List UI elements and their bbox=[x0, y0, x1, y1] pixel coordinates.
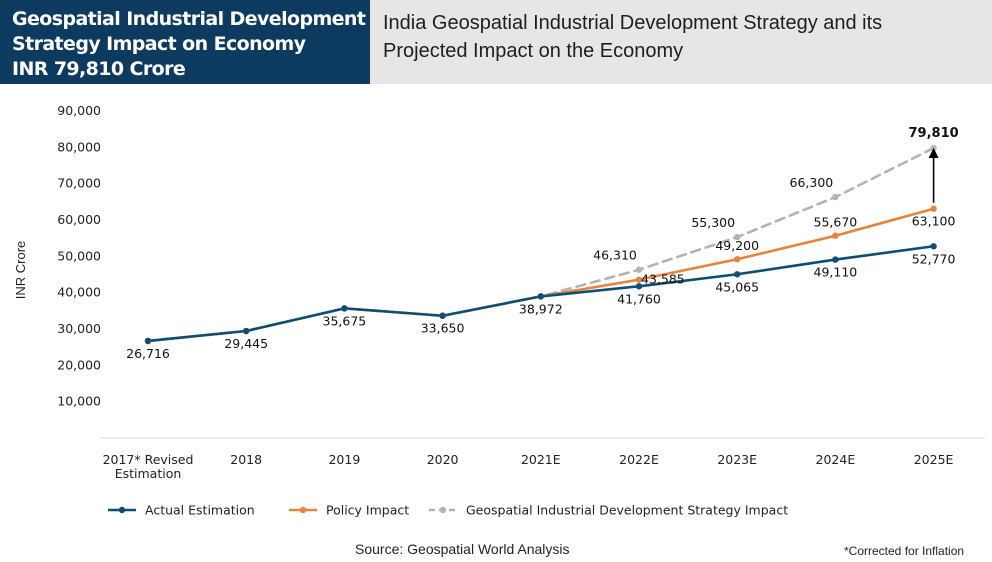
y-axis-label: INR Crore bbox=[13, 241, 28, 300]
x-tick-label-line: 2020 bbox=[427, 452, 459, 467]
x-tick-label-line: 2018 bbox=[230, 452, 262, 467]
data-point-strategy bbox=[832, 193, 839, 201]
header-title-panel: Geospatial Industrial Development Strate… bbox=[0, 0, 370, 84]
data-point-strategy bbox=[734, 233, 741, 241]
x-tick-label: 2025E bbox=[914, 452, 954, 467]
data-labels: 26,716 29,445 35,675 33,650 38,972 41,760 45,0… bbox=[126, 126, 959, 361]
data-label: 46,310 bbox=[593, 248, 637, 263]
y-tick-label: 40,000 bbox=[57, 285, 101, 300]
data-point-actual bbox=[341, 305, 348, 312]
source-note: Source: Geospatial World Analysis bbox=[355, 541, 570, 557]
y-tick-label: 80,000 bbox=[57, 139, 101, 154]
data-label: 45,065 bbox=[715, 279, 759, 294]
legend-item-policy: Policy Impact bbox=[289, 503, 409, 518]
x-tick-label-line: 2019 bbox=[328, 452, 360, 467]
data-label: 33,650 bbox=[421, 321, 465, 336]
legend-label: Geospatial Industrial Development Strate… bbox=[466, 503, 788, 518]
data-point-policy bbox=[734, 256, 741, 263]
data-label: 63,100 bbox=[912, 214, 956, 229]
data-label: 55,670 bbox=[814, 215, 858, 230]
data-label: 29,445 bbox=[224, 336, 268, 351]
legend-item-strategy: Geospatial Industrial Development Strate… bbox=[429, 503, 788, 518]
y-tick-label: 90,000 bbox=[57, 103, 101, 118]
y-tick-label: 70,000 bbox=[57, 176, 101, 191]
data-point-actual bbox=[439, 312, 446, 319]
x-tick-label-line: 2021E bbox=[521, 452, 561, 467]
data-label: 26,716 bbox=[126, 346, 170, 361]
data-label: 79,810 bbox=[909, 126, 959, 141]
x-tick-label: 2022E bbox=[619, 452, 659, 467]
data-label: 66,300 bbox=[790, 175, 834, 190]
x-tick-label-line: 2023E bbox=[717, 452, 757, 467]
legend-label: Policy Impact bbox=[326, 503, 409, 518]
x-tick-label: 2017* Revised Estimation bbox=[103, 452, 194, 481]
y-tick-label: 20,000 bbox=[57, 357, 101, 372]
data-point-actual bbox=[537, 293, 544, 300]
data-label: 35,675 bbox=[323, 313, 367, 328]
x-tick-label: 2018 bbox=[230, 452, 262, 467]
data-label: 43,585 bbox=[641, 272, 685, 287]
data-point-actual bbox=[734, 271, 741, 278]
header-subtitle-line-1: India Geospatial Industrial Development … bbox=[383, 12, 883, 34]
data-label: 52,770 bbox=[912, 251, 956, 266]
x-tick-label-line: 2024E bbox=[816, 452, 856, 467]
y-tick-label: 30,000 bbox=[57, 321, 101, 336]
data-point-actual bbox=[635, 283, 643, 290]
x-tick-label-line: 2022E bbox=[619, 452, 659, 467]
x-tick-label: 2023E bbox=[717, 452, 757, 467]
data-label: 49,110 bbox=[814, 265, 858, 280]
data-label: 38,972 bbox=[519, 301, 563, 316]
data-label: 41,760 bbox=[617, 291, 661, 306]
x-tick-label: 2020 bbox=[427, 452, 459, 467]
y-tick-label: 60,000 bbox=[57, 212, 101, 227]
data-point-actual bbox=[832, 256, 839, 263]
legend: Actual Estimation Policy Impact Geospatial… bbox=[108, 503, 788, 518]
header-title-line-3: INR 79,810 Crore bbox=[12, 58, 186, 80]
y-axis: INR Crore 90,000 80,000 70,000 60,000 50,000 4… bbox=[13, 103, 101, 409]
data-point-strategy bbox=[635, 266, 643, 273]
data-point-strategy bbox=[930, 144, 937, 152]
data-point-policy bbox=[832, 232, 839, 239]
x-tick-label: 2019 bbox=[328, 452, 360, 467]
header-title-line-1: Geospatial Industrial Development bbox=[12, 8, 366, 30]
series-group bbox=[144, 144, 939, 345]
x-axis: 2017* Revised Estimation 2018 2019 2020 2021E… bbox=[100, 437, 985, 481]
y-tick-label: 50,000 bbox=[57, 248, 101, 263]
x-tick-label-line: 2017* Revised bbox=[103, 452, 194, 467]
x-tick-label-line: Estimation bbox=[115, 466, 182, 481]
inflation-note: *Corrected for Inflation bbox=[844, 544, 965, 558]
x-tick-label: 2021E bbox=[521, 452, 561, 467]
legend-item-actual: Actual Estimation bbox=[108, 503, 255, 518]
header-title-line-2: Strategy Impact on Economy bbox=[12, 33, 306, 55]
legend-label: Actual Estimation bbox=[145, 503, 255, 518]
data-label: 49,200 bbox=[715, 238, 759, 253]
legend-swatch-dot bbox=[299, 506, 307, 514]
legend-swatch-dot bbox=[118, 506, 126, 514]
legend-swatch-dot bbox=[439, 506, 447, 514]
data-label: 55,300 bbox=[691, 215, 735, 230]
y-tick-label: 10,000 bbox=[57, 394, 101, 409]
header-subtitle-panel: India Geospatial Industrial Development … bbox=[370, 0, 992, 84]
x-tick-label-line: 2025E bbox=[914, 452, 954, 467]
data-point-actual bbox=[144, 337, 152, 345]
data-point-policy bbox=[635, 276, 643, 283]
x-tick-label: 2024E bbox=[816, 452, 856, 467]
data-point-actual bbox=[243, 327, 250, 335]
data-point-actual bbox=[930, 243, 937, 250]
header-subtitle-line-2: Projected Impact on the Economy bbox=[383, 40, 684, 62]
data-point-policy bbox=[930, 205, 937, 212]
